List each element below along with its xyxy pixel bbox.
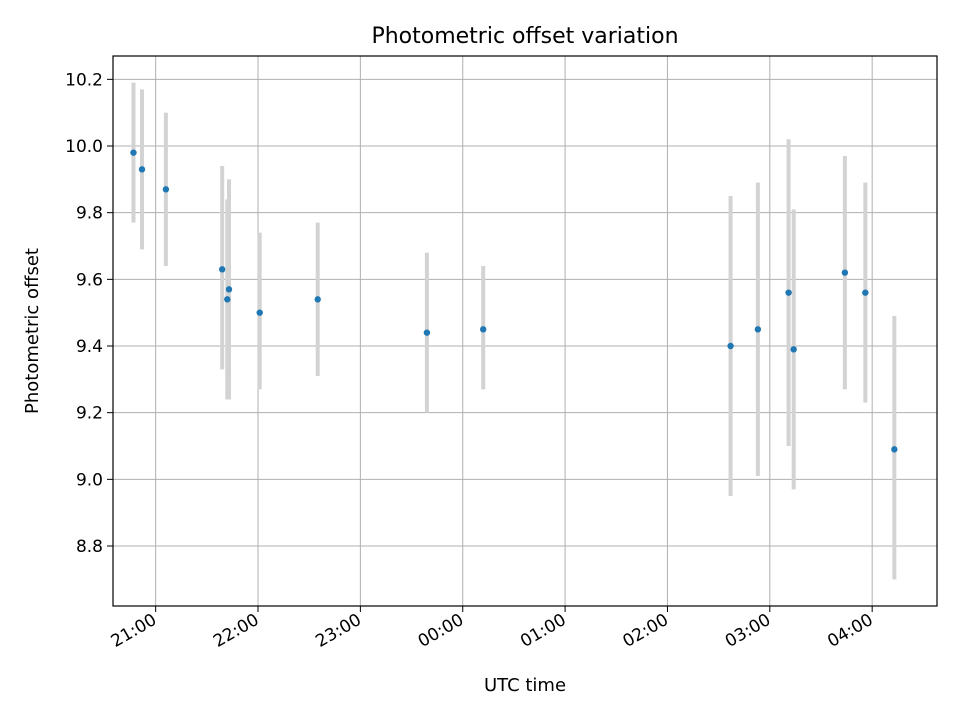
data-point [224,296,231,303]
data-point [480,326,487,333]
data-point [841,269,849,276]
data-point [754,326,762,333]
data-point [130,149,137,156]
data-points [130,149,898,453]
x-axis-label: UTC time [484,675,566,696]
chart-title: Photometric offset variation [371,24,678,49]
data-point [162,186,170,193]
y-axis: 8.8 9.0 9.2 9.4 9.6 9.8 10.0 10.2 [65,70,113,557]
y-tick-label: 9.8 [76,204,103,224]
data-point [225,286,233,293]
data-point [862,289,869,296]
data-point [256,309,263,316]
y-tick-label: 10.0 [65,137,103,157]
data-point [423,329,431,336]
plot-frame [112,55,938,607]
data-point [138,166,146,173]
y-tick-label: 10.2 [65,70,103,90]
data-point [790,346,797,353]
data-point [218,266,226,273]
y-axis-label: Photometric offset [22,248,43,414]
y-tick-label: 9.4 [76,337,103,357]
y-tick-label: 9.6 [76,270,103,290]
y-tick-label: 8.8 [76,537,103,557]
data-point [785,289,792,296]
y-tick-label: 9.2 [76,404,103,424]
data-point [314,296,321,303]
plot-area [113,56,937,606]
grid [113,56,937,606]
data-point [727,342,734,350]
y-tick-label: 9.0 [76,470,103,490]
data-point [891,446,898,453]
